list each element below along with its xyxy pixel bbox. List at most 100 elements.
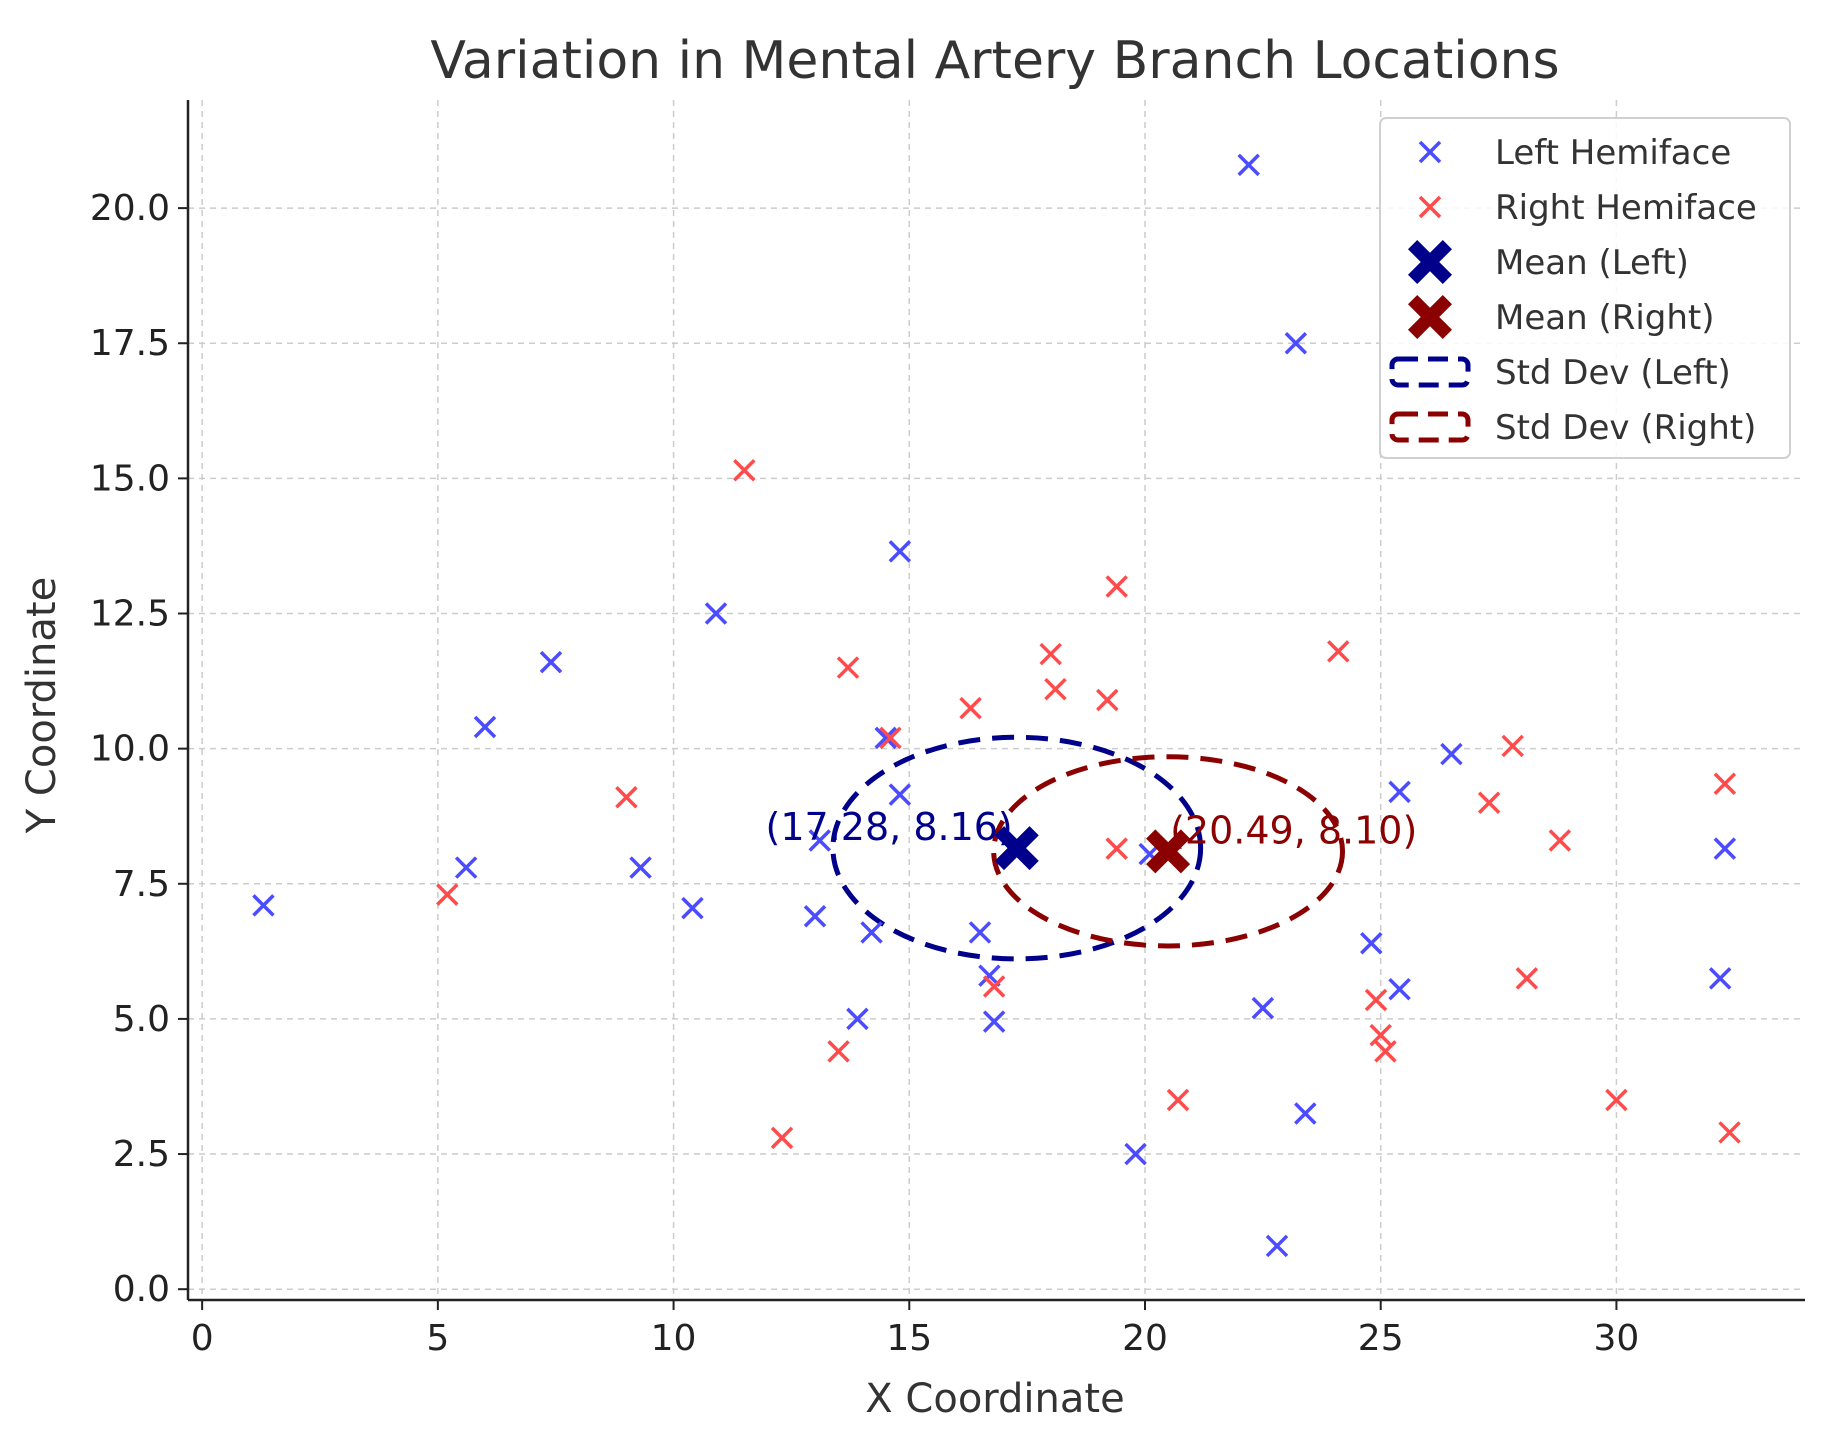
- left-hemiface-point: [454, 856, 478, 879]
- x-marker-stroke: [1237, 153, 1260, 177]
- right-hemiface-point: [436, 883, 459, 906]
- left-hemiface-point: [539, 650, 563, 674]
- x-marker-stroke: [874, 726, 897, 750]
- right-hemiface-point: [1605, 1088, 1628, 1112]
- left-hemiface-point: [1294, 1102, 1317, 1125]
- right-hemiface-point: [1369, 1023, 1392, 1047]
- right-hemiface-point: [1374, 1040, 1397, 1063]
- legend-label: Left Hemiface: [1495, 133, 1731, 173]
- x-marker-stroke: [770, 1126, 794, 1150]
- legend: Left Hemiface Right Hemiface Mean (Left) Me…: [1379, 117, 1791, 459]
- mean-left-label: (17.28, 8.16): [766, 805, 1013, 849]
- right-hemiface-point: [1718, 1121, 1741, 1144]
- left-hemiface-point: [1360, 932, 1383, 955]
- x-marker-stroke: [1440, 742, 1463, 766]
- y-tick-label: 7.5: [113, 864, 170, 905]
- x-tick-label: 30: [1594, 1318, 1640, 1359]
- x-marker-stroke: [1718, 1121, 1741, 1144]
- x-tick-label: 25: [1358, 1318, 1404, 1359]
- left-hemiface-point: [704, 602, 728, 625]
- x-marker-stroke: [1251, 996, 1275, 1020]
- left-hemiface-point: [1388, 977, 1411, 1001]
- x-marker-stroke: [1096, 688, 1119, 712]
- x-marker-stroke: [733, 459, 756, 482]
- right-hemiface-point: [1105, 575, 1128, 598]
- legend-label: Mean (Left): [1495, 243, 1689, 283]
- x-tick-label: 15: [886, 1318, 932, 1359]
- std-dev-ellipses: [830, 734, 1346, 962]
- left-hemiface-point: [252, 894, 275, 917]
- legend-box: [1379, 117, 1791, 459]
- x-marker-stroke: [1548, 829, 1572, 852]
- x-marker-stroke: [982, 975, 1006, 998]
- x-marker-stroke: [803, 904, 827, 928]
- right-hemiface-point: [982, 975, 1006, 998]
- right-hemiface-point: [1477, 791, 1501, 814]
- right-hemiface-point: [827, 1040, 850, 1063]
- left-hemiface-point: [1237, 153, 1260, 177]
- x-marker-stroke: [1418, 140, 1442, 164]
- mean-left-marker: [994, 826, 1039, 871]
- x-axis-label: X Coordinate: [865, 1376, 1124, 1422]
- mean-right-marker: [1146, 829, 1191, 874]
- left-hemiface-point: [846, 1007, 869, 1031]
- x-marker-stroke: [1388, 780, 1411, 804]
- x-marker-stroke: [968, 921, 992, 944]
- x-marker-stroke: [1327, 640, 1350, 663]
- x-marker-stroke: [1294, 1102, 1317, 1125]
- x-marker-stroke: [846, 1007, 869, 1031]
- legend-swatch-x: [1418, 195, 1442, 219]
- std-dev-ellipse-right: [991, 754, 1346, 949]
- x-marker-stroke: [860, 921, 883, 944]
- x-marker-stroke: [1265, 1234, 1289, 1258]
- x-marker-stroke: [1044, 677, 1067, 701]
- left-hemiface-point: [1388, 780, 1411, 804]
- legend-swatch-mean: [1408, 240, 1452, 284]
- y-tick-label: 12.5: [90, 594, 170, 635]
- x-marker-stroke: [473, 715, 497, 739]
- y-tick-label: 5.0: [113, 999, 170, 1040]
- x-marker-stroke: [1364, 988, 1388, 1012]
- x-marker-stroke: [1713, 837, 1737, 860]
- x-tick-label: 10: [651, 1318, 697, 1359]
- right-hemiface-point: [1166, 1088, 1190, 1112]
- x-marker-stroke: [1515, 967, 1539, 990]
- left-hemiface-point: [681, 896, 704, 920]
- right-hemiface-point: [836, 656, 860, 679]
- right-hemiface-point: [959, 696, 982, 720]
- right-hemiface-point: [1501, 734, 1524, 758]
- chart-title: Variation in Mental Artery Branch Locati…: [430, 31, 1559, 91]
- left-hemiface-point: [629, 856, 652, 879]
- y-tick-label: 15.0: [90, 458, 170, 499]
- left-hemiface-point: [1251, 996, 1275, 1020]
- x-marker-stroke: [1374, 1040, 1397, 1063]
- legend-label: Mean (Right): [1495, 298, 1715, 338]
- x-marker-stroke: [704, 602, 728, 625]
- x-marker-stroke: [1360, 932, 1383, 955]
- x-marker-stroke: [1124, 1142, 1147, 1166]
- left-hemiface-point: [874, 726, 897, 750]
- left-hemiface-point: [1440, 742, 1463, 766]
- x-marker-stroke: [978, 964, 1001, 987]
- left-hemiface-point: [888, 540, 912, 563]
- x-marker-stroke: [1501, 734, 1524, 758]
- axes: 0 5 10 15 20 25 30 0.0 2.5 5.0 7.5 10.0 12.5 15.0 17.5…: [90, 100, 1805, 1359]
- right-hemiface-point: [879, 726, 902, 750]
- left-hemiface-point: [1124, 1142, 1147, 1166]
- x-tick-label: 20: [1122, 1318, 1168, 1359]
- x-marker-stroke: [808, 829, 831, 852]
- x-marker-stroke: [1284, 332, 1308, 355]
- left-hemiface-point: [473, 715, 497, 739]
- mean-markers: (17.28, 8.16) (20.49, 8.10): [766, 805, 1417, 874]
- right-hemiface-point: [615, 786, 638, 809]
- x-marker-stroke: [827, 1040, 850, 1063]
- x-marker-stroke: [436, 883, 459, 906]
- left-hemiface-point: [1708, 967, 1732, 990]
- legend-label: Std Dev (Left): [1495, 353, 1731, 393]
- right-hemiface-point: [1039, 642, 1062, 666]
- right-hemiface-point: [1096, 688, 1119, 712]
- x-marker-stroke: [454, 856, 478, 879]
- x-marker-stroke: [1605, 1088, 1628, 1112]
